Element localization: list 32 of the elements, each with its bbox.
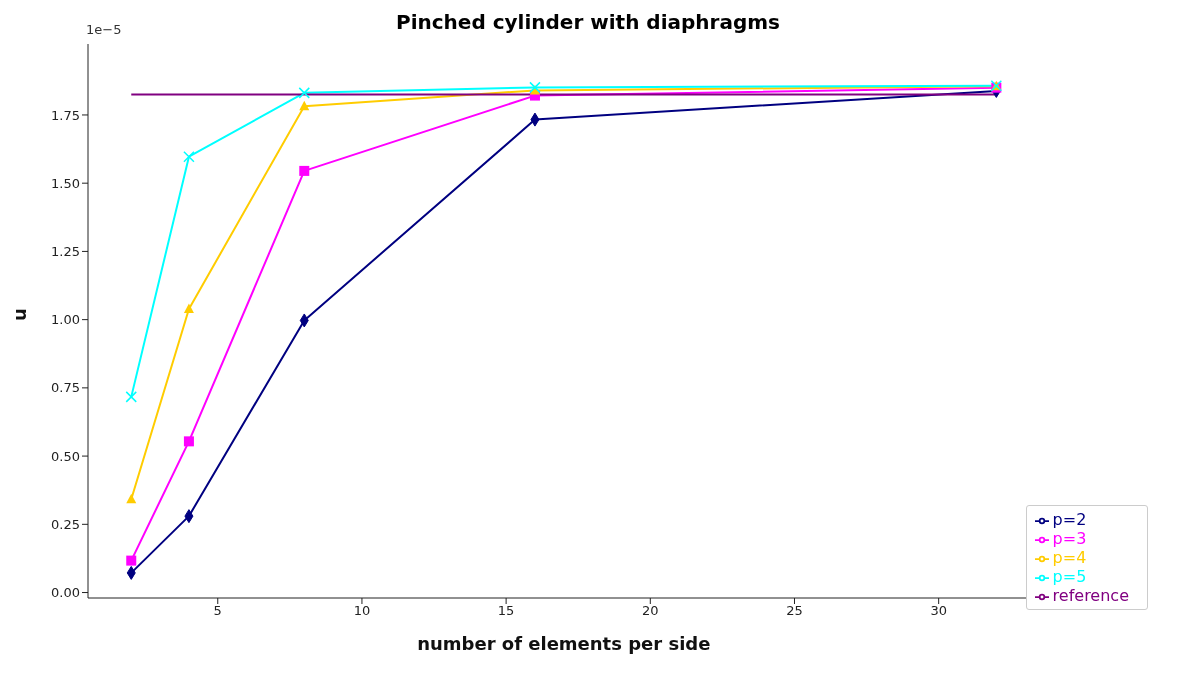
y-tick-label: 1.25 — [51, 244, 80, 260]
legend-label: reference — [1052, 586, 1129, 605]
y-tick-label: 1.00 — [51, 312, 80, 328]
legend-label: p=3 — [1052, 529, 1087, 548]
y-tick-label: 0.25 — [51, 516, 80, 532]
point — [126, 555, 137, 566]
y-tick-label: 0.50 — [51, 448, 80, 464]
y-tick-label: 1.75 — [51, 107, 80, 123]
point — [299, 100, 310, 111]
y-tick-label: 0.00 — [51, 585, 80, 601]
point — [126, 493, 137, 504]
x-tick-label: 5 — [213, 603, 222, 619]
point — [298, 87, 311, 99]
point — [183, 436, 194, 447]
point — [299, 165, 310, 176]
y-tick-label: 0.75 — [51, 380, 80, 396]
x-tick-label: 20 — [642, 603, 659, 619]
y-tick-label: 1.50 — [51, 175, 80, 191]
x-tick-label: 25 — [786, 603, 803, 619]
point — [183, 150, 195, 163]
x-tick-label: 10 — [353, 603, 371, 619]
point — [183, 303, 194, 313]
y-axis-title: u — [9, 308, 31, 321]
x-axis-title: number of elements per side — [417, 633, 711, 654]
legend-label: p=4 — [1052, 548, 1087, 567]
legend-label: p=2 — [1052, 510, 1087, 529]
legend-label: p=5 — [1052, 567, 1087, 586]
x-tick-label: 30 — [930, 603, 947, 619]
x-tick-label: 15 — [497, 603, 515, 619]
chart-title: Pinched cylinder with diaphragms — [396, 10, 780, 34]
text: 1e−5 — [86, 22, 122, 37]
point — [125, 391, 137, 403]
